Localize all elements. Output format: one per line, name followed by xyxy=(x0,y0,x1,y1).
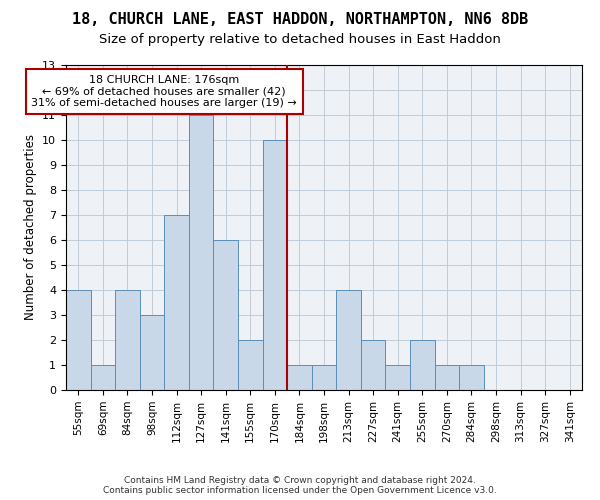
Y-axis label: Number of detached properties: Number of detached properties xyxy=(23,134,37,320)
Bar xyxy=(434,365,459,390)
Bar xyxy=(361,340,385,390)
Bar xyxy=(336,290,361,390)
Bar xyxy=(459,365,484,390)
Bar xyxy=(238,340,263,390)
Bar xyxy=(91,365,115,390)
Bar xyxy=(263,140,287,390)
Bar xyxy=(66,290,91,390)
Bar xyxy=(410,340,434,390)
Bar xyxy=(214,240,238,390)
Bar xyxy=(115,290,140,390)
Text: 18 CHURCH LANE: 176sqm
← 69% of detached houses are smaller (42)
31% of semi-det: 18 CHURCH LANE: 176sqm ← 69% of detached… xyxy=(31,75,297,108)
Text: 18, CHURCH LANE, EAST HADDON, NORTHAMPTON, NN6 8DB: 18, CHURCH LANE, EAST HADDON, NORTHAMPTO… xyxy=(72,12,528,28)
Bar xyxy=(140,315,164,390)
Text: Size of property relative to detached houses in East Haddon: Size of property relative to detached ho… xyxy=(99,32,501,46)
Bar xyxy=(385,365,410,390)
Bar xyxy=(312,365,336,390)
Bar xyxy=(287,365,312,390)
Text: Contains HM Land Registry data © Crown copyright and database right 2024.
Contai: Contains HM Land Registry data © Crown c… xyxy=(103,476,497,495)
Bar xyxy=(189,115,214,390)
Bar xyxy=(164,215,189,390)
